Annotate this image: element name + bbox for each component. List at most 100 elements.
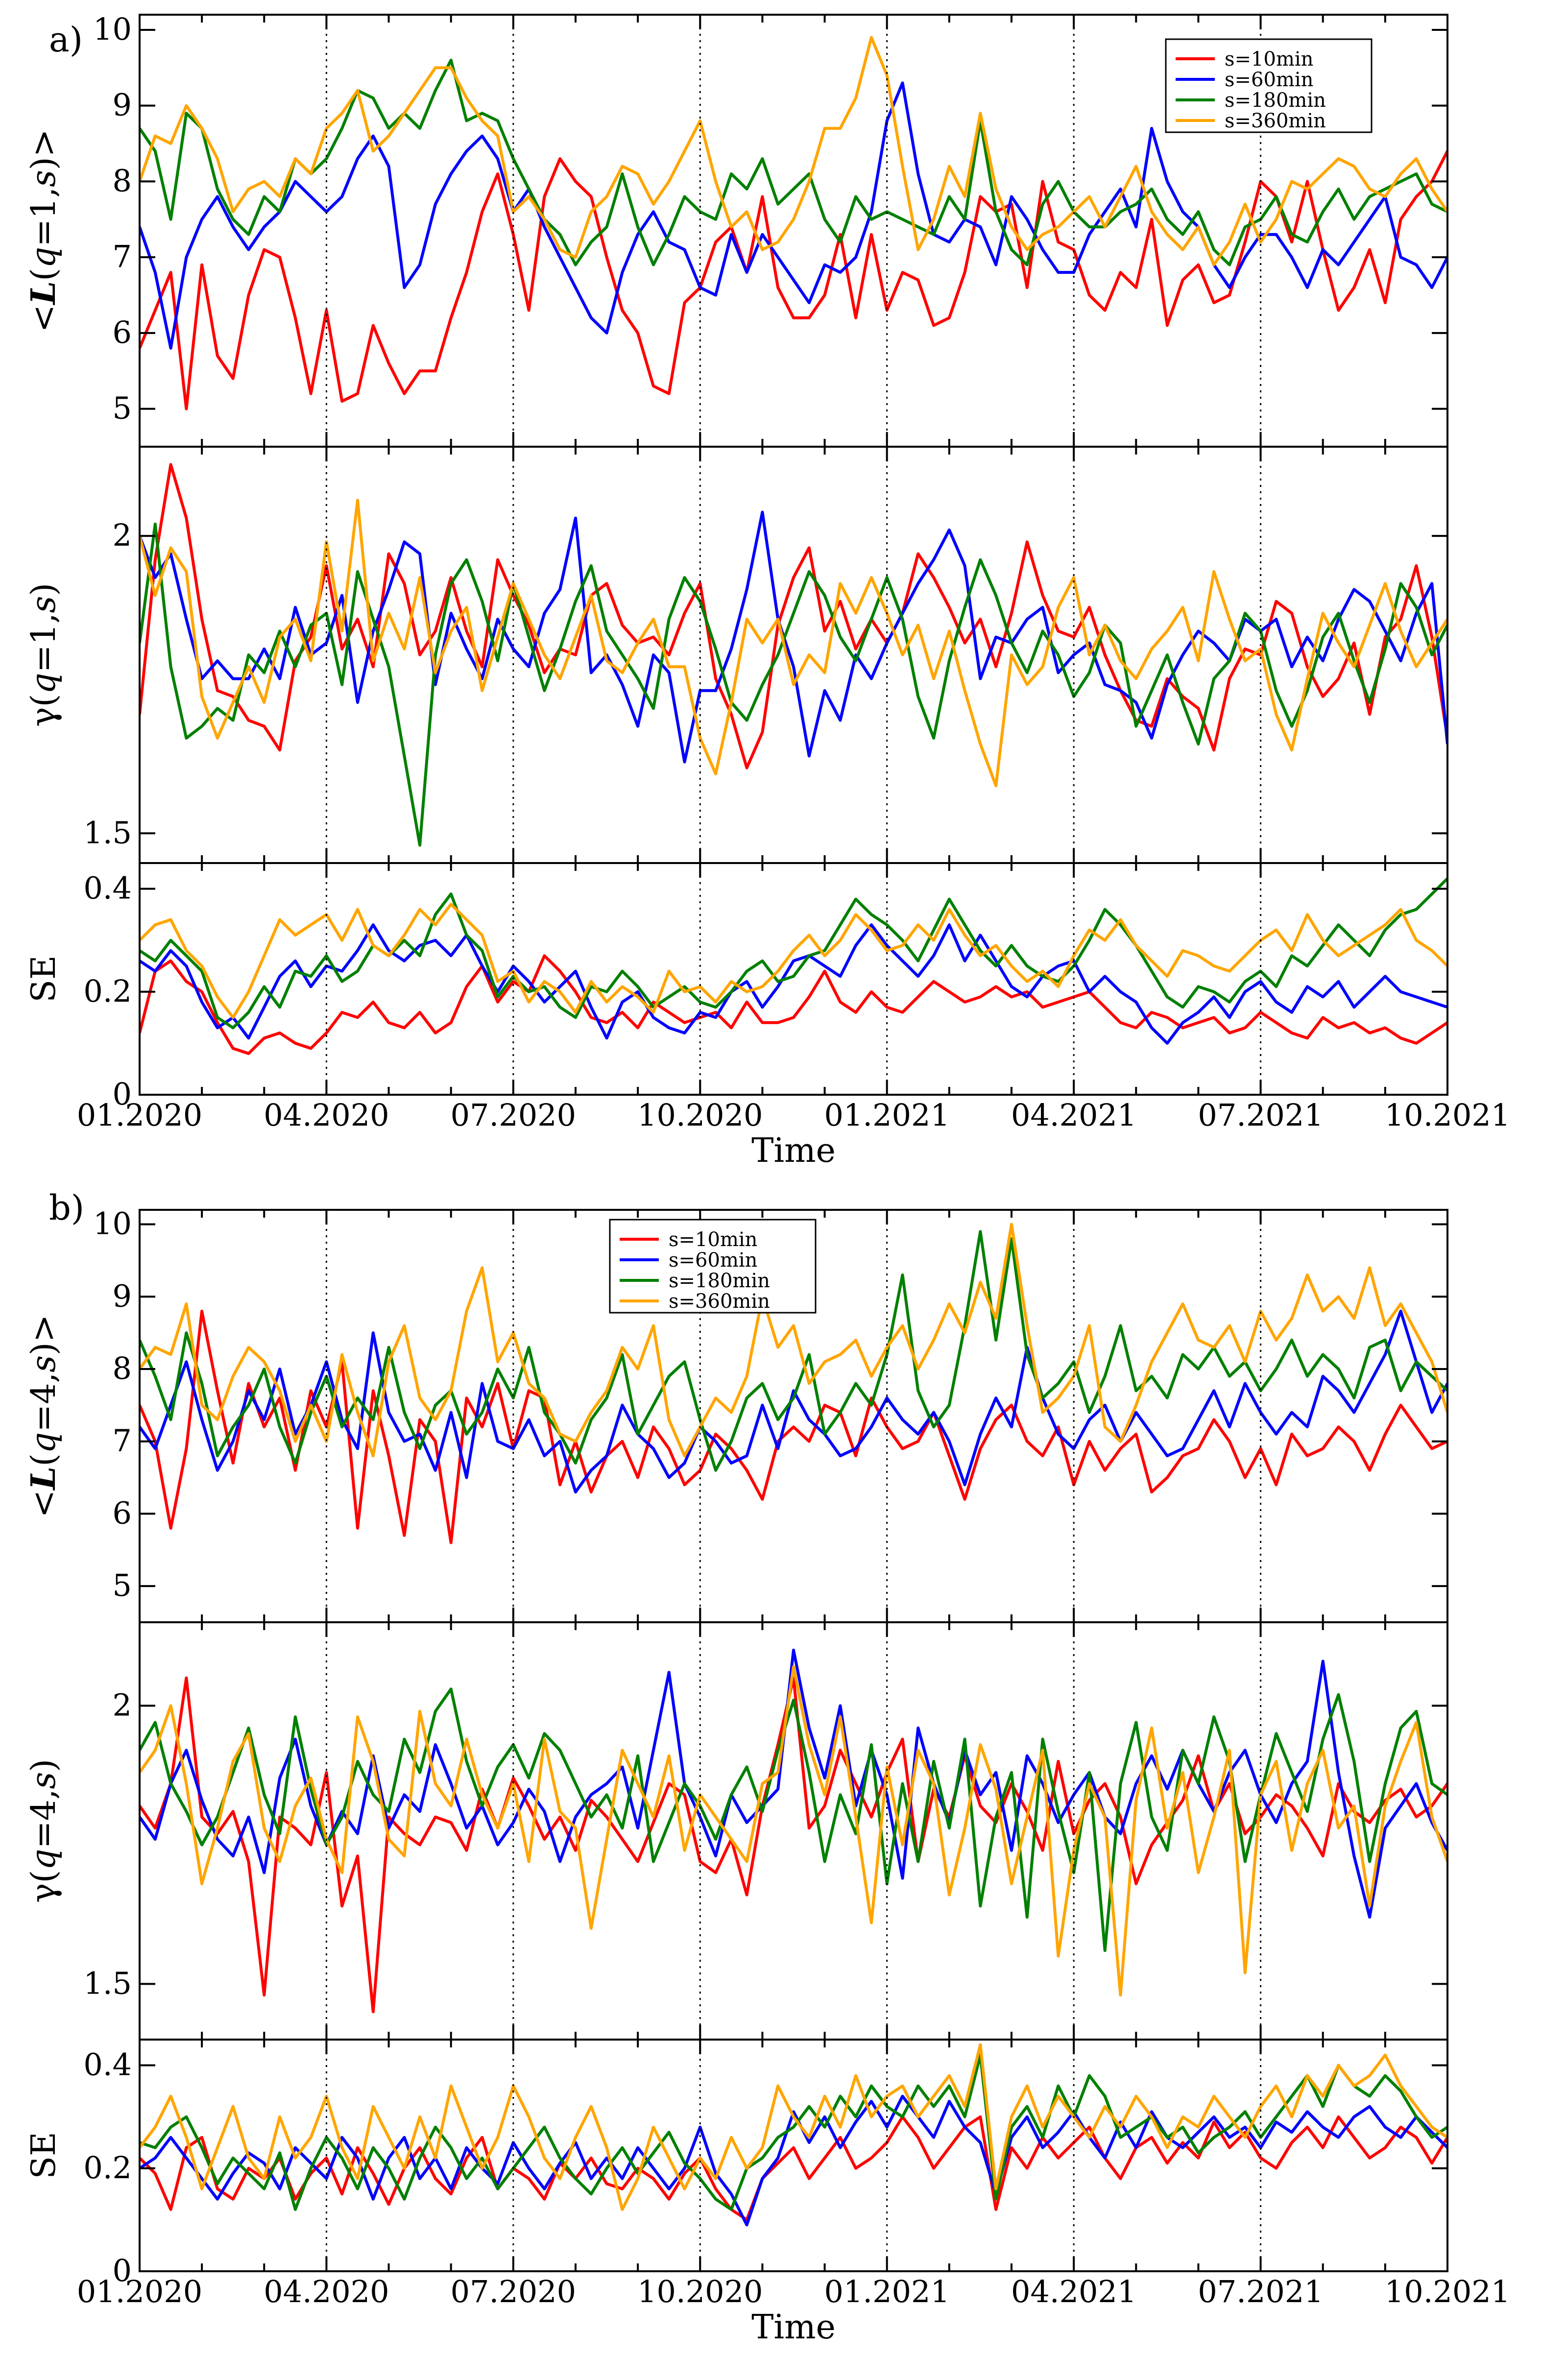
- y-axis-title-part: q: [24, 1849, 63, 1870]
- y-tick-label: 8: [113, 1350, 132, 1386]
- y-tick-label: 0.4: [83, 2047, 132, 2083]
- legend-entry: s=360min: [669, 1290, 770, 1313]
- y-tick-label: 9: [113, 87, 132, 123]
- series-line-s-10min: [140, 1309, 1447, 1544]
- y-axis-title-part: s: [24, 1772, 63, 1789]
- series-line-s-360min: [140, 903, 1447, 1019]
- series-line-s-180min: [140, 522, 1447, 847]
- plot-frame: [139, 2039, 1448, 2272]
- series-line-s-60min: [140, 2094, 1447, 2227]
- y-axis-title-part: L: [24, 281, 63, 306]
- legend-entry: s=10min: [1225, 48, 1313, 71]
- x-tick-label: 01.2020: [77, 2274, 202, 2309]
- y-axis-title-part: (: [24, 268, 63, 281]
- x-tick-label: 04.2021: [1011, 1097, 1136, 1133]
- x-tick-label: 04.2020: [264, 1097, 389, 1133]
- x-tick-label: 04.2021: [1011, 2274, 1136, 2309]
- series-line-s-60min: [140, 1309, 1447, 1494]
- subplot-gamma: 1.5 2 γ(q=4,s): [24, 1621, 1448, 2041]
- y-axis-title-part: s: [24, 1355, 63, 1372]
- y-axis-title-part: <: [24, 305, 63, 333]
- y-tick-label: 0: [113, 1076, 132, 1112]
- y-axis-title: γ(q=4,s): [24, 1759, 63, 1903]
- y-tick-label: 5: [113, 390, 132, 426]
- x-axis-title: Time: [751, 2308, 836, 2347]
- subplot-se: 0 0.2 0.4 SE: [24, 2039, 1448, 2288]
- y-axis-title-part: SE: [24, 2132, 63, 2179]
- x-tick-label: 01.2020: [77, 1097, 202, 1133]
- y-tick-label: 0: [113, 2253, 132, 2288]
- x-tick-label: 07.2020: [451, 1097, 576, 1133]
- x-tick-label: 07.2021: [1198, 1097, 1323, 1133]
- y-tick-label: 10: [93, 1206, 132, 1242]
- plot-frame: [139, 862, 1448, 1096]
- y-tick-label: 0.2: [83, 2150, 132, 2186]
- y-axis-title-part: γ(: [24, 694, 63, 727]
- series-group: [140, 2043, 1447, 2227]
- y-tick-label: 6: [113, 314, 132, 350]
- y-tick-label: 9: [113, 1278, 132, 1314]
- subplot-se: 0 0.2 0.4 SE: [24, 862, 1448, 1112]
- y-tick-label: 0.4: [83, 870, 132, 906]
- y-axis-title-part: =1,: [24, 613, 63, 673]
- y-tick-label: 2: [113, 1687, 132, 1723]
- y-axis-title-part: SE: [24, 955, 63, 1002]
- legend-entry: s=180min: [669, 1270, 770, 1292]
- y-tick-label: 10: [93, 11, 132, 47]
- series-line-s-360min: [140, 36, 1447, 266]
- series-line-s-180min: [140, 2053, 1447, 2211]
- series-line-s-60min: [140, 510, 1447, 764]
- y-axis-title: SE: [24, 955, 63, 1002]
- series-line-s-180min: [140, 1230, 1447, 1472]
- series-group: [140, 36, 1447, 410]
- series-group: [140, 1648, 1447, 2014]
- x-tick-label: 10.2020: [637, 2274, 763, 2309]
- y-axis-title: γ(q=1,s): [24, 583, 63, 727]
- y-tick-label: 1.5: [83, 1965, 132, 2001]
- y-tick-label: 2: [113, 517, 132, 553]
- series-line-s-60min: [140, 923, 1447, 1045]
- legend-entry: s=10min: [669, 1228, 757, 1251]
- y-tick-label: 1.5: [83, 815, 132, 850]
- series-line-s-60min: [140, 81, 1447, 350]
- y-axis-title-part: <: [24, 1490, 63, 1518]
- y-tick-label: 8: [113, 163, 132, 198]
- y-tick-label: 5: [113, 1567, 132, 1603]
- panel-label: a): [49, 20, 83, 60]
- x-tick-label: 04.2020: [264, 2274, 389, 2309]
- series-group: [140, 463, 1447, 847]
- panel-label: b): [49, 1188, 84, 1228]
- y-axis-title-part: q: [24, 1432, 63, 1454]
- y-axis-title-part: (: [24, 1453, 63, 1466]
- subplot-mean-l: 5 6 7 8 9 10 <L(q=4,s)>: [24, 1206, 1448, 1623]
- series-line-s-10min: [140, 463, 1447, 769]
- subplot-mean-l: 5 6 7 8 9 10 <L(q=1,s)>: [24, 11, 1448, 448]
- series-line-s-60min: [140, 1648, 1447, 1919]
- y-axis-title-part: )>: [24, 1314, 63, 1355]
- series-line-s-360min: [140, 1223, 1447, 1458]
- legend-box: [1165, 38, 1373, 133]
- legend-entry: s=60min: [669, 1249, 757, 1272]
- y-tick-label: 0.2: [83, 973, 132, 1009]
- series-line-s-10min: [140, 1676, 1447, 2014]
- x-tick-label: 10.2021: [1385, 2274, 1510, 2309]
- y-axis-title-part: ): [24, 583, 63, 596]
- y-axis-title-part: L: [24, 1466, 63, 1491]
- y-axis-title-part: s: [24, 596, 63, 613]
- x-tick-label: 07.2021: [1198, 2274, 1323, 2309]
- y-axis-title-part: )>: [24, 129, 63, 170]
- y-axis-title-part: s: [24, 170, 63, 187]
- series-line-s-360min: [140, 499, 1447, 788]
- series-group: [140, 1223, 1447, 1544]
- y-axis-title-part: ): [24, 1759, 63, 1772]
- series-line-s-360min: [140, 1665, 1447, 1997]
- y-axis-title: SE: [24, 2132, 63, 2179]
- legend-entry: s=360min: [1225, 110, 1326, 132]
- x-tick-label: 10.2020: [637, 1097, 763, 1133]
- subplot-gamma: 1.5 2 γ(q=1,s): [24, 446, 1448, 864]
- x-tick-label: 01.2021: [824, 1097, 950, 1133]
- y-axis-title-part: =4,: [24, 1789, 63, 1849]
